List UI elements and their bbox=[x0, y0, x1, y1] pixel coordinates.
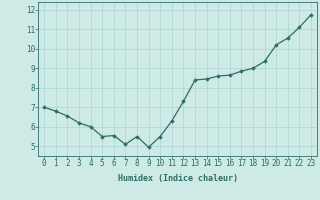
X-axis label: Humidex (Indice chaleur): Humidex (Indice chaleur) bbox=[118, 174, 238, 183]
